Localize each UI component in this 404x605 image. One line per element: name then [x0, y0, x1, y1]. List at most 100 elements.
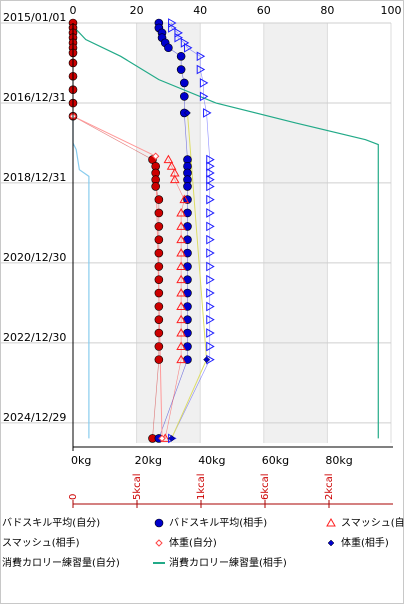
data-point [206, 341, 215, 352]
legend-label: 消費カロリー練習量(相手) [169, 556, 287, 569]
data-point [179, 194, 190, 204]
background-bands [136, 23, 328, 443]
data-point [154, 328, 164, 338]
legend-label: スマッシュ(相手) [2, 536, 80, 549]
x-bottom-tick-label: 40kg [198, 454, 225, 467]
data-point [154, 208, 164, 218]
data-point [203, 108, 212, 118]
data-point [206, 261, 215, 272]
y-tick-label: 2016/12/31 [3, 91, 66, 104]
data-point [174, 32, 183, 43]
data-point [184, 109, 191, 117]
x-bottom-tick-label: 20kg [135, 454, 162, 467]
x-top-tick-label: 60 [257, 4, 271, 17]
data-point [206, 314, 215, 325]
data-point [154, 342, 164, 351]
data-point [158, 434, 166, 443]
x-bottom-tick-label: 60kg [262, 454, 289, 467]
calorie-tick-label: 2kcal [324, 473, 335, 500]
calorie-tick-label: 0 [68, 494, 79, 500]
y-tick-label: 2024/12/29 [3, 411, 66, 424]
data-point [206, 154, 215, 165]
data-point [203, 356, 210, 363]
data-point [154, 235, 164, 244]
x-top-tick-label: 80 [320, 4, 334, 17]
x-top-tick-label: 20 [130, 4, 144, 17]
data-point [176, 261, 186, 271]
x-top-tick-label: 0 [70, 4, 77, 17]
data-point [154, 302, 164, 311]
data-point [206, 181, 215, 192]
data-point [154, 288, 164, 298]
series-lines [72, 22, 379, 439]
data-point [206, 328, 215, 338]
x-bottom-tick-label: 0kg [71, 454, 91, 467]
data-point [168, 18, 177, 28]
legend-label: スマッシュ(自分) [341, 516, 404, 529]
x-top-tick-label: 100 [381, 4, 402, 17]
data-point [206, 168, 215, 178]
data-point [176, 274, 186, 284]
data-point [206, 248, 215, 258]
data-point [196, 51, 206, 62]
data-point [176, 354, 186, 364]
x-bottom-tick-label: 80kg [325, 454, 352, 467]
data-point [176, 65, 186, 74]
data-point [206, 288, 215, 298]
data-point [154, 262, 164, 271]
legend-label: バドスキル平均(自分) [2, 516, 100, 529]
tick-labels: 2015/01/01 2016/12/31 2018/12/31 2020/12/30… [3, 4, 402, 500]
data-point [176, 341, 186, 350]
legend-label: 消費カロリー練習量(自分) [2, 556, 120, 569]
data-point [176, 52, 186, 61]
series-markers [68, 18, 215, 444]
data-point [151, 152, 160, 160]
series-line-2 [164, 159, 185, 439]
data-point [206, 208, 215, 218]
legend-label: 体重(相手) [341, 536, 389, 549]
data-point [154, 248, 164, 258]
legend-marker [326, 517, 336, 527]
grid-band-0 [136, 23, 201, 443]
data-point [196, 64, 206, 75]
data-point [176, 248, 186, 257]
series-line-7 [72, 22, 379, 439]
data-point [176, 288, 186, 297]
calorie-tick-label: 5kcal [132, 473, 143, 500]
data-point [154, 195, 164, 204]
y-tick-label: 2020/12/30 [3, 251, 66, 264]
calorie-tick-label: 1kcal [196, 473, 207, 500]
legend: バドスキル平均(自分) バドスキル平均(相手) スマッシュ(自分) スマッシュ(相手)… [2, 516, 404, 569]
legend-marker [327, 539, 335, 547]
data-point [180, 78, 189, 88]
data-point [169, 174, 180, 184]
data-point [199, 78, 209, 88]
data-point [168, 23, 177, 33]
data-point [154, 222, 164, 231]
data-point [154, 275, 164, 284]
calorie-tick-label: 6kcal [260, 473, 271, 500]
data-point [180, 92, 189, 101]
data-point [168, 435, 175, 442]
y-tick-label: 2018/12/31 [3, 171, 66, 184]
data-point [206, 234, 215, 245]
data-point [151, 182, 160, 191]
data-point [183, 42, 193, 53]
y-tick-label: 2022/12/30 [3, 331, 66, 344]
data-point [176, 207, 186, 217]
data-point [183, 182, 192, 191]
x-top-tick-label: 40 [193, 4, 207, 17]
data-point [176, 221, 186, 230]
legend-marker [154, 518, 164, 528]
data-point [206, 194, 215, 205]
data-point [154, 355, 164, 364]
data-point [176, 301, 186, 311]
series-line-6 [72, 116, 90, 439]
data-point [154, 315, 164, 324]
data-point [176, 314, 186, 324]
data-point [206, 174, 215, 185]
y-tick-label: 2015/01/01 [3, 11, 66, 24]
data-point [206, 161, 215, 172]
